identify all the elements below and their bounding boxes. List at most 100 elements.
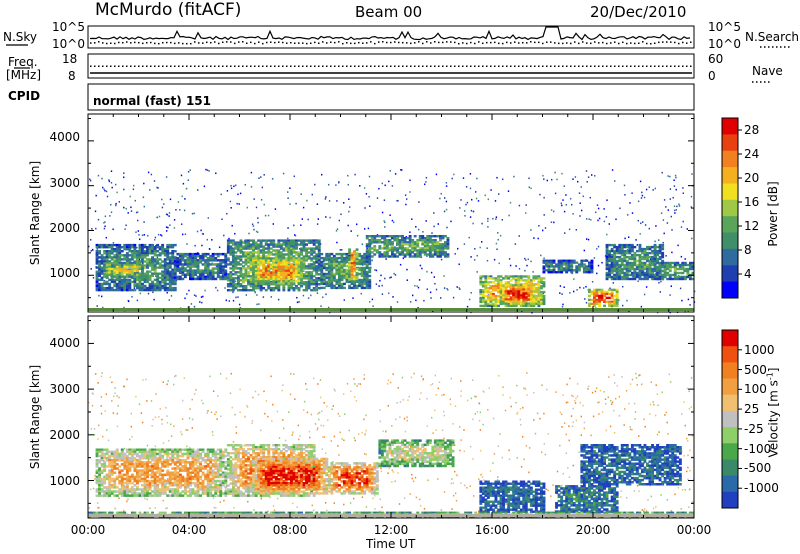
- scatter-pixel: [254, 472, 256, 474]
- scatter-pixel: [556, 178, 558, 181]
- scatter-pixel: [623, 184, 626, 187]
- range-time-cell: [297, 282, 301, 285]
- range-time-cell: [608, 300, 611, 304]
- range-time-cell: [151, 243, 154, 247]
- range-time-cell: [418, 253, 422, 256]
- range-time-cell: [254, 282, 258, 285]
- range-time-cell: [562, 261, 566, 264]
- range-time-cell: [138, 260, 142, 263]
- range-time-cell: [181, 263, 185, 266]
- scatter-pixel: [133, 184, 135, 187]
- range-time-cell: [252, 249, 255, 252]
- range-time-cell: [118, 248, 122, 251]
- scatter-pixel: [657, 404, 659, 407]
- nave-point: [402, 65, 404, 67]
- range-time-cell: [259, 289, 263, 292]
- range-time-cell: [610, 288, 614, 292]
- range-time-cell: [95, 284, 99, 288]
- scatter-pixel: [673, 209, 676, 212]
- range-time-cell: [492, 287, 495, 290]
- range-time-cell: [168, 282, 172, 286]
- range-time-cell: [638, 253, 642, 257]
- range-time-cell: [279, 269, 283, 272]
- range-time-cell: [247, 245, 250, 248]
- range-time-cell: [259, 261, 263, 264]
- scatter-pixel: [149, 189, 151, 191]
- range-time-cell: [166, 288, 170, 292]
- scatter-pixel: [142, 262, 144, 264]
- range-time-cell: [368, 247, 372, 250]
- range-time-cell: [146, 280, 149, 284]
- scatter-pixel: [440, 192, 442, 195]
- range-time-cell: [343, 252, 346, 256]
- scatter-pixel: [464, 210, 466, 212]
- scatter-pixel: [474, 248, 476, 250]
- range-time-cell: [231, 283, 235, 286]
- range-time-cell: [663, 261, 667, 265]
- range-time-cell: [191, 252, 195, 256]
- range-time-cell: [312, 239, 316, 242]
- range-time-cell: [244, 275, 248, 278]
- range-time-cell: [385, 239, 389, 242]
- scatter-pixel: [530, 229, 532, 231]
- scatter-pixel: [486, 247, 488, 249]
- range-time-cell: [689, 277, 692, 281]
- range-time-cell: [297, 243, 301, 246]
- range-time-cell: [123, 256, 127, 259]
- range-time-cell: [540, 300, 543, 304]
- range-time-cell: [504, 298, 508, 301]
- range-time-cell: [110, 264, 114, 267]
- range-time-cell: [646, 273, 649, 277]
- scatter-pixel: [94, 474, 96, 477]
- scatter-pixel: [108, 180, 111, 183]
- range-time-cell: [613, 255, 617, 259]
- range-time-cell: [183, 261, 187, 264]
- noise-search-point: [358, 41, 360, 44]
- range-time-cell: [178, 277, 182, 281]
- range-time-cell: [633, 245, 637, 249]
- range-time-cell: [287, 241, 291, 244]
- range-time-cell: [512, 296, 516, 299]
- range-time-cell: [623, 275, 627, 279]
- range-time-cell: [358, 268, 362, 272]
- range-time-cell: [297, 251, 301, 254]
- range-time-cell: [113, 254, 117, 257]
- noise-search-point: [226, 41, 228, 43]
- range-time-cell: [519, 302, 523, 306]
- range-time-cell: [305, 239, 308, 242]
- nave-point: [602, 65, 604, 67]
- range-time-cell: [173, 243, 177, 247]
- range-time-cell: [237, 243, 240, 246]
- range-time-cell: [113, 260, 117, 263]
- range-time-cell: [643, 267, 647, 271]
- range-time-cell: [557, 263, 561, 266]
- range-time-cell: [133, 261, 137, 265]
- range-time-cell: [257, 276, 261, 279]
- range-time-cell: [398, 241, 402, 244]
- range-time-cell: [141, 276, 144, 279]
- scatter-pixel: [648, 227, 650, 230]
- range-time-cell: [643, 275, 647, 279]
- noise-search-point: [634, 42, 636, 45]
- range-time-cell: [658, 249, 662, 253]
- range-time-cell: [524, 300, 528, 304]
- range-time-cell: [610, 253, 614, 257]
- scatter-pixel: [559, 444, 561, 447]
- range-time-cell: [582, 267, 586, 270]
- range-time-cell: [673, 271, 677, 275]
- range-time-cell: [249, 275, 253, 278]
- scatter-pixel: [206, 238, 208, 241]
- range-time-cell: [330, 270, 334, 274]
- range-time-cell: [396, 237, 399, 240]
- range-time-cell: [368, 282, 372, 286]
- range-time-cell: [103, 243, 107, 247]
- range-time-cell: [231, 261, 235, 264]
- range-time-cell: [143, 288, 147, 292]
- range-time-cell: [103, 282, 107, 286]
- scatter-pixel: [90, 268, 92, 270]
- range-time-cell: [436, 255, 440, 258]
- range-time-cell: [492, 292, 495, 296]
- range-time-cell: [118, 267, 122, 271]
- range-time-cell: [403, 243, 407, 246]
- range-time-cell: [610, 269, 614, 273]
